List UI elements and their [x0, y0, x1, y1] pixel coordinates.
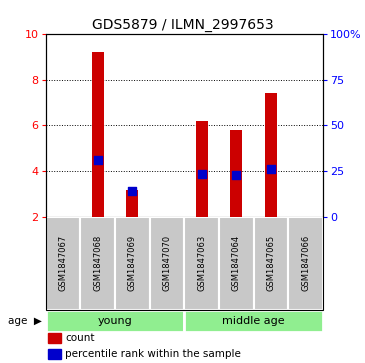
Point	[95, 157, 100, 163]
Bar	[219, 217, 254, 310]
Bar	[196, 121, 208, 217]
Bar	[49, 349, 61, 359]
Bar	[184, 310, 323, 332]
Text: age  ▶: age ▶	[8, 316, 42, 326]
Bar	[49, 333, 61, 343]
Text: GSM1847068: GSM1847068	[93, 235, 102, 291]
Bar	[288, 217, 323, 310]
Text: GSM1847066: GSM1847066	[301, 235, 310, 291]
Bar	[230, 130, 242, 217]
Point	[234, 172, 239, 178]
Point	[199, 171, 204, 176]
Bar	[92, 52, 104, 217]
Point	[268, 166, 274, 172]
Bar	[46, 310, 184, 332]
Bar	[80, 217, 115, 310]
Bar	[150, 217, 184, 310]
Text: count: count	[65, 333, 95, 343]
Bar	[126, 189, 138, 217]
Point	[129, 188, 135, 193]
Bar	[46, 217, 80, 310]
Text: young: young	[97, 316, 132, 326]
Text: middle age: middle age	[222, 316, 285, 326]
Text: GSM1847067: GSM1847067	[58, 235, 68, 291]
Bar	[265, 93, 277, 217]
Text: GSM1847064: GSM1847064	[232, 235, 241, 291]
Text: GDS5879 / ILMN_2997653: GDS5879 / ILMN_2997653	[92, 18, 273, 32]
Bar	[115, 217, 150, 310]
Bar	[184, 217, 219, 310]
Text: GSM1847069: GSM1847069	[128, 235, 137, 291]
Text: GSM1847065: GSM1847065	[266, 235, 276, 291]
Text: percentile rank within the sample: percentile rank within the sample	[65, 349, 241, 359]
Text: GSM1847063: GSM1847063	[197, 235, 206, 291]
Bar	[254, 217, 288, 310]
Text: GSM1847070: GSM1847070	[162, 235, 172, 291]
